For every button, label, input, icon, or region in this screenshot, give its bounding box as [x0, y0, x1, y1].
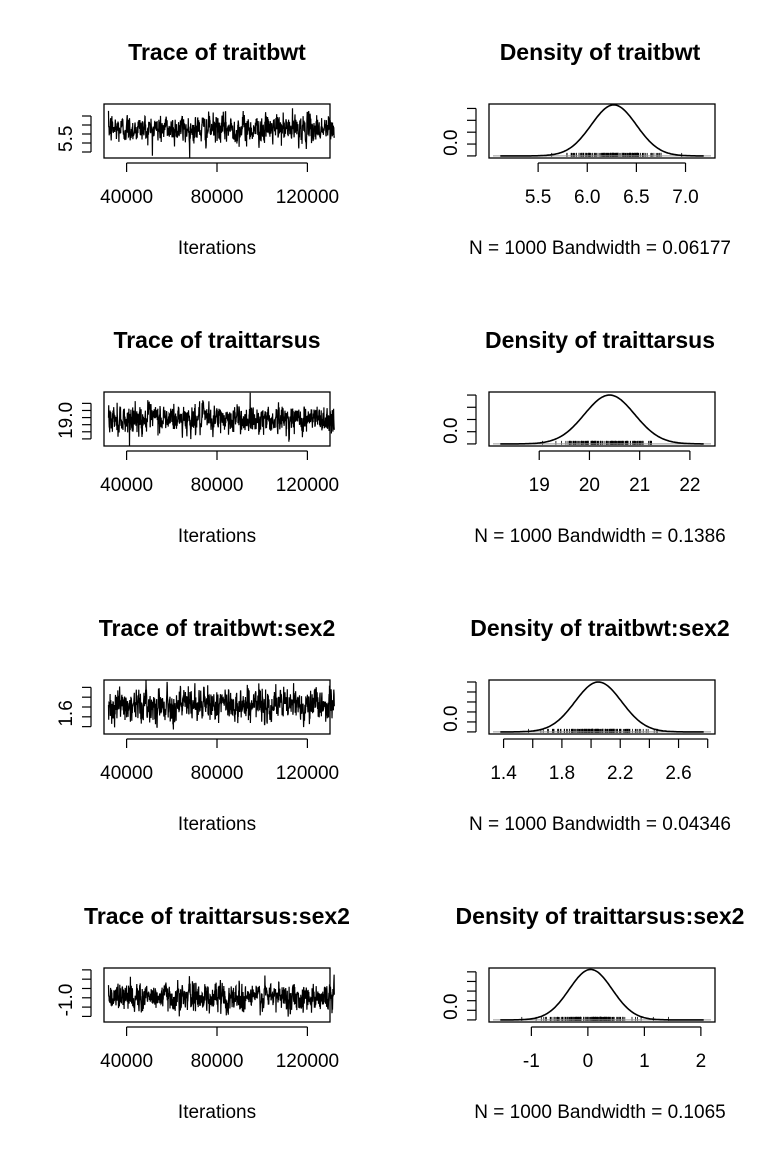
y-tick-label: 0.0 [441, 706, 462, 732]
trace-title: Trace of traittarsus [113, 327, 320, 353]
trace-line [107, 680, 335, 730]
density-footer-label: N = 1000 Bandwidth = 0.1386 [474, 526, 725, 547]
plot-box [103, 103, 331, 159]
trace-line [107, 108, 335, 158]
trace-title: Trace of traitbwt:sex2 [99, 615, 335, 641]
density-footer-label: N = 1000 Bandwidth = 0.04346 [469, 814, 731, 835]
plot-box [103, 391, 331, 447]
density-footer-label: N = 1000 Bandwidth = 0.1065 [474, 1102, 725, 1123]
density-footer-label: N = 1000 Bandwidth = 0.06177 [469, 238, 731, 259]
density-title: Density of traittarsus:sex2 [456, 903, 745, 929]
x-tick-label: 120000 [276, 763, 339, 784]
plot-box [488, 391, 716, 447]
plot-box [488, 679, 716, 735]
x-tick-label: 40000 [100, 1051, 153, 1072]
x-tick-label: -1 [523, 1051, 540, 1072]
x-axis-label: Iterations [178, 814, 256, 835]
x-tick-label: 80000 [191, 187, 244, 208]
y-tick-label: 5.5 [56, 126, 77, 152]
x-axis-label: Iterations [178, 526, 256, 547]
plot-box [488, 103, 716, 159]
x-tick-label: 20 [579, 475, 600, 496]
density-curve [500, 104, 704, 157]
x-tick-label: 19 [529, 475, 550, 496]
x-tick-label: 6.5 [623, 187, 649, 208]
x-tick-label: 80000 [191, 763, 244, 784]
trace-line [107, 974, 335, 1017]
x-tick-label: 22 [679, 475, 700, 496]
plot-box [103, 967, 331, 1023]
y-tick-label: 0.0 [441, 130, 462, 156]
density-title: Density of traittarsus [485, 327, 715, 353]
x-tick-label: 40000 [100, 475, 153, 496]
x-tick-label: 2.2 [607, 763, 633, 784]
x-tick-label: 1.8 [549, 763, 575, 784]
y-tick-label: 19.0 [56, 402, 77, 439]
x-tick-label: 5.5 [525, 187, 551, 208]
y-tick-label: -1.0 [56, 984, 77, 1017]
y-tick-label: 0.0 [441, 418, 462, 444]
x-tick-label: 80000 [191, 1051, 244, 1072]
density-curve [500, 968, 704, 1021]
x-tick-label: 120000 [276, 475, 339, 496]
density-title: Density of traitbwt [500, 39, 701, 65]
x-tick-label: 6.0 [574, 187, 600, 208]
x-tick-label: 21 [629, 475, 650, 496]
density-title: Density of traitbwt:sex2 [470, 615, 729, 641]
x-tick-label: 1.4 [490, 763, 517, 784]
x-tick-label: 0 [583, 1051, 594, 1072]
y-tick-label: 0.0 [441, 994, 462, 1020]
x-tick-label: 80000 [191, 475, 244, 496]
trace-line [107, 392, 335, 446]
x-tick-label: 40000 [100, 187, 153, 208]
x-tick-label: 7.0 [672, 187, 698, 208]
y-tick-label: 1.6 [56, 700, 77, 726]
density-curve [500, 394, 704, 445]
trace-title: Trace of traitbwt [128, 39, 306, 65]
plot-box [488, 967, 716, 1023]
x-tick-label: 120000 [276, 1051, 339, 1072]
x-tick-label: 120000 [276, 187, 339, 208]
x-axis-label: Iterations [178, 238, 256, 259]
x-tick-label: 2 [696, 1051, 707, 1072]
trace-title: Trace of traittarsus:sex2 [84, 903, 350, 929]
density-curve [500, 681, 704, 733]
plot-box [103, 679, 331, 735]
x-tick-label: 2.6 [665, 763, 691, 784]
x-axis-label: Iterations [178, 1102, 256, 1123]
x-tick-label: 1 [639, 1051, 650, 1072]
x-tick-label: 40000 [100, 763, 153, 784]
